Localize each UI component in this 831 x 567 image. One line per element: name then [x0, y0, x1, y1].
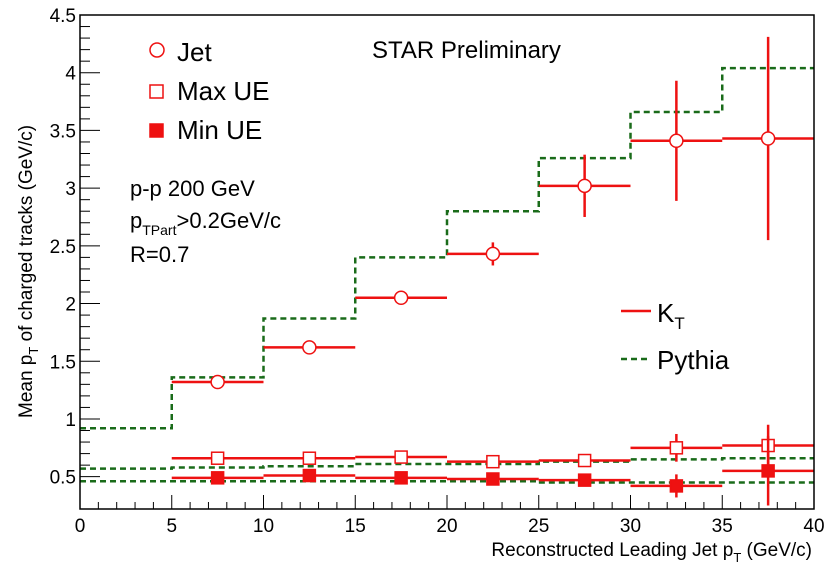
x-axis-title-tail: (GeV/c)	[741, 540, 812, 561]
legend-jet-marker	[149, 42, 165, 58]
min-ue-point	[171, 471, 264, 485]
max-ue-marker	[302, 451, 317, 465]
x-axis-title: Reconstructed Leading Jet pT (GeV/c)	[491, 540, 812, 565]
y-axis-title-main: Mean p	[16, 355, 37, 418]
legend-pythia-label: Pythia	[657, 345, 730, 375]
annotation-energy: p-p 200 GeV	[130, 176, 255, 201]
min-ue-marker	[302, 468, 317, 483]
min-ue-point	[538, 473, 631, 487]
plot-frame	[79, 14, 815, 510]
legend-kt-main: K	[657, 298, 675, 328]
legend-kt-label: KT	[657, 298, 685, 333]
data-points	[171, 36, 814, 506]
min-ue-point	[447, 472, 539, 486]
min-ue-marker	[577, 473, 592, 487]
max-ue-marker	[210, 451, 225, 465]
legend-min-ue-marker	[149, 123, 164, 138]
max-ue-point	[447, 454, 539, 469]
axis-ticks	[79, 14, 815, 509]
legend-max-ue-label: Max UE	[177, 76, 269, 106]
max-ue-marker	[669, 441, 684, 455]
x-tick-label: 20	[436, 516, 457, 537]
legend-jet-label: Jet	[177, 37, 212, 67]
jet-point	[171, 374, 264, 390]
x-tick-label: 5	[166, 516, 177, 537]
y-tick-label: 4.5	[50, 6, 76, 27]
jet-point	[263, 340, 356, 355]
jet-marker	[210, 374, 225, 390]
x-tick-label: 15	[345, 516, 366, 537]
max-ue-point	[171, 451, 264, 465]
x-tick-labels: 0 5 10 15 20 25 30 35 40	[75, 516, 825, 537]
jet-marker	[302, 340, 317, 355]
x-tick-label: 0	[75, 516, 86, 537]
max-ue-marker	[486, 454, 500, 469]
line-legend: KT Pythia	[621, 298, 730, 375]
jet-point	[630, 80, 723, 201]
annotation-pt-sub: TPart	[142, 222, 176, 238]
x-axis-title-main: Reconstructed Leading Jet p	[491, 540, 733, 561]
x-tick-label: 30	[620, 516, 641, 537]
x-axis-title-sub: T	[733, 550, 741, 565]
marker-legend: Jet Max UE Min UE	[149, 37, 269, 145]
jet-marker	[577, 178, 592, 194]
y-tick-label: 1	[65, 410, 76, 431]
y-tick-label: 4	[65, 64, 76, 85]
annotation-block: p-p 200 GeV pTPart>0.2GeV/c R=0.7	[130, 176, 281, 267]
x-tick-label: 10	[253, 516, 274, 537]
annotation-pt-tail: >0.2GeV/c	[176, 208, 281, 233]
min-ue-point	[630, 474, 723, 498]
max-ue-point	[355, 450, 447, 464]
x-tick-label: 35	[712, 516, 733, 537]
legend-max-ue-marker	[149, 84, 164, 99]
jet-marker	[760, 131, 776, 146]
y-tick-label: 0.5	[50, 468, 76, 489]
jet-point	[538, 154, 631, 217]
max-ue-marker	[577, 453, 592, 468]
annotation-radius: R=0.7	[130, 242, 189, 267]
jet-point	[722, 36, 814, 241]
max-ue-point	[263, 451, 356, 465]
y-axis-title: Mean pT of charged tracks (GeV/c)	[16, 125, 41, 418]
jet-marker	[485, 246, 501, 262]
max-ue-point	[630, 433, 723, 462]
min-ue-point	[722, 436, 814, 506]
jet-point	[447, 242, 539, 266]
y-tick-label: 2	[65, 295, 76, 316]
jet-marker	[669, 133, 684, 149]
x-tick-label: 40	[803, 516, 824, 537]
jet-marker	[393, 290, 409, 306]
min-ue-marker	[669, 479, 684, 493]
pythia-max-ue-curve	[80, 456, 814, 470]
chart-title: STAR Preliminary	[372, 37, 561, 64]
min-ue-marker	[394, 471, 408, 485]
y-axis-title-sub: T	[26, 347, 41, 355]
jet-point	[355, 290, 447, 306]
min-ue-marker	[210, 471, 225, 485]
y-tick-label: 3.5	[50, 121, 76, 142]
y-axis-title-tail: of charged tracks (GeV/c)	[16, 125, 37, 347]
y-tick-label: 3	[65, 179, 76, 200]
x-tick-label: 25	[528, 516, 549, 537]
y-tick-label: 1.5	[50, 352, 76, 373]
min-ue-point	[355, 471, 447, 485]
annotation-pt-main: p	[130, 208, 142, 233]
min-ue-marker	[486, 472, 500, 486]
max-ue-marker	[394, 450, 408, 464]
y-tick-label: 2.5	[50, 237, 76, 258]
min-ue-marker	[761, 464, 775, 478]
y-tick-labels: 0.5 1 1.5 2 2.5 3 3.5 4 4.5	[50, 6, 77, 489]
max-ue-point	[538, 453, 631, 468]
pythia-min-ue-curve	[80, 480, 814, 484]
annotation-pt-cut: pTPart>0.2GeV/c	[130, 208, 281, 238]
legend-kt-sub: T	[674, 314, 684, 333]
min-ue-point	[263, 468, 356, 483]
legend-min-ue-label: Min UE	[177, 115, 262, 145]
